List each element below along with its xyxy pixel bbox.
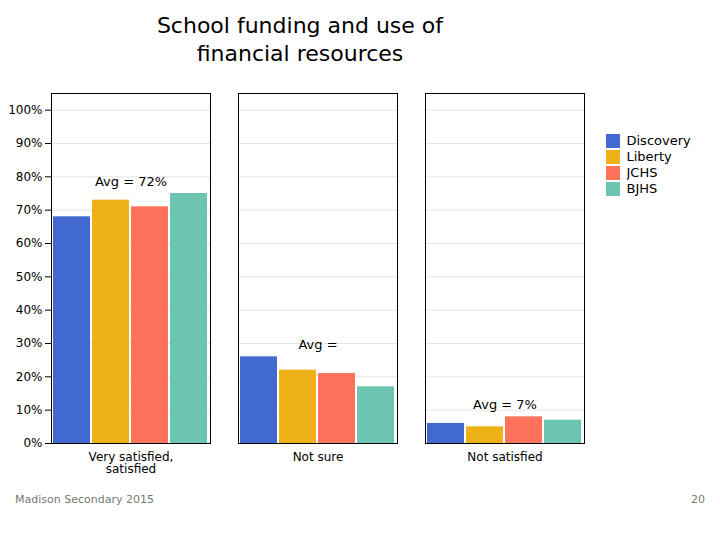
svg-text:90%: 90%: [16, 136, 43, 150]
svg-text:Not satisfied: Not satisfied: [467, 450, 542, 464]
svg-text:Avg = 7%: Avg = 7%: [473, 397, 537, 412]
html-text:JCHS: JCHS: [626, 165, 658, 180]
html-text:Discovery: Discovery: [626, 133, 691, 148]
svg-text:10%: 10%: [16, 403, 43, 417]
svg-text:40%: 40%: [16, 303, 43, 317]
svg-text:Very satisfied,satisfied: Very satisfied,satisfied: [89, 450, 174, 476]
svg-text:70%: 70%: [16, 203, 43, 217]
svg-text:50%: 50%: [16, 270, 43, 284]
svg-text:30%: 30%: [16, 336, 43, 350]
svg-text:Avg =: Avg =: [298, 337, 337, 352]
svg-text:60%: 60%: [16, 236, 43, 250]
svg-text:20%: 20%: [16, 370, 43, 384]
html-text:BJHS: BJHS: [626, 181, 658, 196]
html-text:Madison Secondary 2015: Madison Secondary 2015: [15, 493, 154, 506]
svg-text:100%: 100%: [8, 103, 42, 117]
svg-text:80%: 80%: [16, 170, 43, 184]
html-text:School funding and use of fina: School funding and use of financial reso…: [156, 13, 444, 66]
svg-text:Avg = 72%: Avg = 72%: [95, 174, 167, 189]
html-text:20: 20: [691, 493, 705, 506]
svg-text:0%: 0%: [23, 436, 42, 450]
svg-text:Not sure: Not sure: [293, 450, 344, 464]
html-text:Liberty: Liberty: [626, 149, 672, 164]
